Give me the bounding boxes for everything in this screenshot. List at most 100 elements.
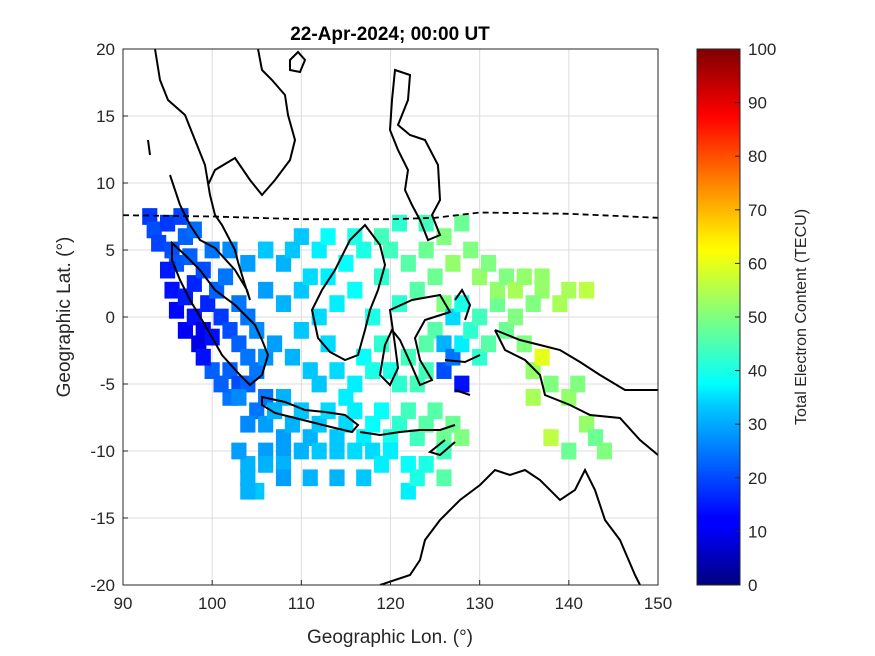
tec-cell xyxy=(356,469,372,487)
tec-cell xyxy=(427,268,443,286)
tec-cell xyxy=(217,268,234,286)
tec-cell xyxy=(329,295,345,312)
tec-cell xyxy=(329,469,345,487)
tec-cell xyxy=(213,308,229,326)
y-tick-label: 5 xyxy=(106,241,115,260)
tec-cell xyxy=(302,429,318,446)
tec-cell xyxy=(177,288,193,306)
tec-cell xyxy=(436,469,452,487)
tec-cell xyxy=(311,375,327,393)
tec-cell xyxy=(160,261,176,279)
tec-cell xyxy=(293,228,309,245)
y-tick-label: -15 xyxy=(90,509,115,528)
tec-cell xyxy=(284,348,300,366)
tec-cell xyxy=(374,402,390,420)
tec-cell xyxy=(142,208,158,225)
tec-cell xyxy=(534,268,550,286)
tec-cell xyxy=(481,335,497,353)
colorbar-tick-label: 70 xyxy=(748,201,767,220)
chart-title: 22-Apr-2024; 00:00 UT xyxy=(290,24,490,45)
tec-cell xyxy=(481,255,497,272)
tec-cell xyxy=(240,456,256,473)
tec-cell xyxy=(258,348,274,366)
y-tick-label: 10 xyxy=(96,174,115,193)
coast-borneo xyxy=(310,223,387,362)
tec-cell xyxy=(507,281,523,299)
tec-cell xyxy=(409,429,425,446)
tec-cell xyxy=(177,322,193,339)
tec-cell xyxy=(338,255,354,272)
tec-cell xyxy=(195,261,211,279)
colorbar-tick-label: 10 xyxy=(748,522,767,541)
colorbar-tick-label: 0 xyxy=(748,576,757,595)
tec-cell xyxy=(552,295,568,312)
tec-cell xyxy=(516,268,532,286)
tec-cell xyxy=(472,308,488,326)
tec-cell xyxy=(391,415,407,433)
colorbar-tick-label: 90 xyxy=(748,94,767,113)
tec-cell xyxy=(463,241,479,259)
tec-cell xyxy=(454,429,470,446)
x-axis-ticks: 90 100 110 120 130 140 150 xyxy=(114,580,672,613)
tec-cell xyxy=(329,429,345,446)
tec-cell xyxy=(347,375,363,393)
y-tick-label: -20 xyxy=(90,576,115,595)
tec-cell xyxy=(498,268,514,286)
tec-cell xyxy=(258,415,274,433)
tec-cell xyxy=(498,322,514,339)
tec-cell xyxy=(445,415,461,433)
tec-cell xyxy=(164,281,180,299)
colorbar-tick-label: 60 xyxy=(748,254,767,273)
coast-new-guinea xyxy=(494,329,658,456)
tec-cell xyxy=(320,228,336,245)
tec-cells xyxy=(142,208,613,500)
tec-cell xyxy=(151,234,167,252)
coast-philippines xyxy=(388,68,442,242)
tec-cell xyxy=(418,335,434,353)
colorbar-tick-label: 40 xyxy=(748,362,767,381)
tec-cell xyxy=(525,362,541,379)
tec-cell xyxy=(338,389,354,406)
tec-cell xyxy=(338,415,354,433)
tec-cell xyxy=(561,281,577,299)
tec-cell xyxy=(543,375,559,393)
tec-cell xyxy=(231,442,247,460)
tec-cell xyxy=(275,429,292,446)
tec-cell xyxy=(525,295,541,312)
tec-cell xyxy=(275,295,292,312)
tec-cell xyxy=(320,335,336,353)
tec-cell xyxy=(579,415,595,433)
coast-mainland-asia xyxy=(154,49,297,301)
geomagnetic-equator-line xyxy=(123,211,658,221)
coast-lesser-sunda xyxy=(359,424,456,457)
coast-sulawesi xyxy=(378,293,452,387)
tec-cell xyxy=(454,335,470,353)
colorbar-tick-label: 80 xyxy=(748,147,767,166)
y-tick-label: -10 xyxy=(90,442,115,461)
tec-cell xyxy=(302,469,318,487)
x-tick-label: 130 xyxy=(465,594,493,613)
coast-hainan xyxy=(289,50,307,74)
tec-cell xyxy=(213,375,229,393)
tec-cell xyxy=(347,281,363,299)
tec-cell xyxy=(400,402,416,420)
tec-cell xyxy=(400,482,416,500)
y-tick-label: 15 xyxy=(96,107,115,126)
tec-cell xyxy=(561,442,577,460)
tec-cell xyxy=(436,429,452,446)
x-tick-label: 90 xyxy=(114,594,133,613)
tec-cell xyxy=(231,295,247,312)
tec-cell xyxy=(356,348,372,366)
tec-cell xyxy=(258,281,274,299)
tec-cell xyxy=(561,389,577,406)
tec-cell xyxy=(222,322,238,339)
tec-cell xyxy=(249,362,265,379)
tec-cell xyxy=(293,442,309,460)
coastlines xyxy=(147,49,658,585)
tec-cell xyxy=(374,228,390,245)
coast-maluku xyxy=(444,288,481,396)
tec-cell xyxy=(275,255,292,272)
colorbar xyxy=(696,48,741,586)
coast-australia xyxy=(379,467,641,585)
